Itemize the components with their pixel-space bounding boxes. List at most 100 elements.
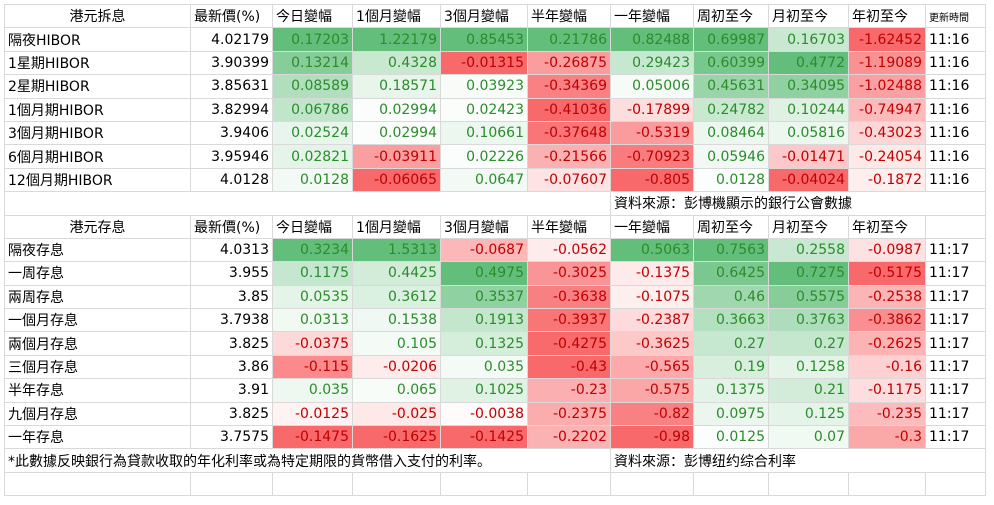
change-cell: -0.16	[848, 354, 926, 380]
change-cell: 0.0125	[693, 425, 769, 450]
header-cell: 3個月變幅	[440, 214, 528, 239]
change-cell: -0.0206	[352, 354, 441, 380]
latest-rate: 3.85631	[190, 74, 273, 99]
row-label: 2星期HIBOR	[4, 74, 191, 99]
change-cell: -0.565	[610, 354, 694, 380]
change-cell: 0.02226	[440, 144, 528, 169]
change-cell: 0.10244	[768, 97, 849, 122]
header-cell: 周初至今	[693, 214, 769, 239]
row-label: 1個月期HIBOR	[4, 97, 191, 122]
change-cell: -0.70923	[610, 144, 694, 169]
latest-rate: 3.90399	[190, 50, 273, 76]
change-cell: -1.62452	[848, 27, 926, 52]
latest-rate: 3.85	[190, 284, 273, 310]
change-cell: 0.1375	[693, 378, 769, 403]
change-cell: -0.1375	[610, 261, 694, 286]
change-cell: 0.0128	[272, 167, 353, 193]
latest-rate: 4.0313	[190, 237, 273, 263]
header-cell: 年初至今	[848, 214, 926, 239]
latest-rate: 3.82994	[190, 97, 273, 122]
update-time: 11:17	[925, 401, 986, 427]
update-time: 11:17	[925, 308, 986, 333]
header-cell: 最新價(%)	[190, 3, 273, 29]
header-cell: 更新時間	[925, 3, 986, 29]
change-cell: 0.2558	[768, 237, 849, 263]
change-cell: 0.1913	[440, 308, 528, 333]
change-cell: -0.37648	[527, 120, 611, 146]
header-cell: 港元拆息	[4, 3, 191, 29]
change-cell: -0.1475	[272, 425, 353, 450]
row-label: 隔夜存息	[4, 237, 191, 263]
source-note: 資料來源：彭博纽约综合利率	[610, 448, 986, 473]
change-cell: 0.27	[768, 331, 849, 356]
header-cell: 周初至今	[693, 3, 769, 29]
change-cell: -0.5319	[610, 120, 694, 146]
update-time: 11:16	[925, 27, 986, 52]
change-cell: 0.02524	[272, 120, 353, 146]
change-cell: 0.3234	[272, 237, 353, 263]
change-cell: 0.29423	[610, 50, 694, 76]
change-cell: 0.02821	[272, 144, 353, 169]
change-cell: 0.08589	[272, 74, 353, 99]
change-cell: 0.60399	[693, 50, 769, 76]
header-cell: 月初至今	[768, 214, 849, 239]
header-cell: 1個月變幅	[352, 214, 441, 239]
update-time: 11:17	[925, 354, 986, 380]
change-cell: 0.85453	[440, 27, 528, 52]
row: 3個月期HIBOR 3.9406 0.02524 0.02994 0.10661 -0.3…	[4, 120, 986, 146]
update-time: 11:16	[925, 167, 986, 193]
change-cell: 0.0313	[272, 308, 353, 333]
change-cell: -0.3025	[527, 261, 611, 286]
change-cell: 0.06786	[272, 97, 353, 122]
change-cell: 0.10661	[440, 120, 528, 146]
row: 三個月存息 3.86 -0.115 -0.0206 0.035 -0.43 -0.565 0.…	[4, 354, 986, 380]
header-cell: 半年變幅	[527, 214, 611, 239]
change-cell: 0.34095	[768, 74, 849, 99]
header-cell: 半年變幅	[527, 3, 611, 29]
row: 資料來源：彭博機顯示的銀行公會數據	[4, 191, 986, 216]
change-cell: 0.5063	[610, 237, 694, 263]
latest-rate: 3.955	[190, 261, 273, 286]
source-note: 資料來源：彭博機顯示的銀行公會數據	[610, 191, 986, 216]
change-cell: -1.19089	[848, 50, 926, 76]
change-cell: -0.34369	[527, 74, 611, 99]
change-cell: 0.17203	[272, 27, 353, 52]
change-cell: -0.3937	[527, 308, 611, 333]
change-cell: -0.1175	[848, 378, 926, 403]
row-label: 12個月期HIBOR	[4, 167, 191, 193]
change-cell: 0.035	[272, 378, 353, 403]
change-cell: -0.24054	[848, 144, 926, 169]
row: 九個月存息 3.825 -0.0125 -0.025 -0.0038 -0.2375 -0.…	[4, 401, 986, 427]
row-label: 半年存息	[4, 378, 191, 403]
change-cell: -0.07607	[527, 167, 611, 193]
change-cell: -0.17899	[610, 97, 694, 122]
change-cell: -0.0687	[440, 237, 528, 263]
header-cell: 一年變幅	[610, 214, 694, 239]
change-cell: -0.805	[610, 167, 694, 193]
change-cell: 0.24782	[693, 97, 769, 122]
blank	[693, 471, 769, 497]
row-label: 隔夜HIBOR	[4, 27, 191, 52]
change-cell: 0.0647	[440, 167, 528, 193]
change-cell: 0.1025	[440, 378, 528, 403]
change-cell: 0.27	[693, 331, 769, 356]
change-cell: -0.1075	[610, 284, 694, 310]
change-cell: -0.1425	[440, 425, 528, 450]
change-cell: 1.22179	[352, 27, 441, 52]
change-cell: 0.0975	[693, 401, 769, 427]
header-cell: 一年變幅	[610, 3, 694, 29]
row	[4, 471, 986, 497]
update-time: 11:17	[925, 261, 986, 286]
change-cell: -0.1625	[352, 425, 441, 450]
row-label: 兩個月存息	[4, 331, 191, 356]
change-cell: -0.3	[848, 425, 926, 450]
row: 一周存息 3.955 0.1175 0.4425 0.4975 -0.3025 -0.137…	[4, 261, 986, 286]
latest-rate: 3.9406	[190, 120, 273, 146]
change-cell: 0.7563	[693, 237, 769, 263]
header-cell: 月初至今	[768, 3, 849, 29]
change-cell: 0.02994	[352, 120, 441, 146]
change-cell: -0.3638	[527, 284, 611, 310]
change-cell: -0.03911	[352, 144, 441, 169]
change-cell: 0.13214	[272, 50, 353, 76]
change-cell: -0.3862	[848, 308, 926, 333]
